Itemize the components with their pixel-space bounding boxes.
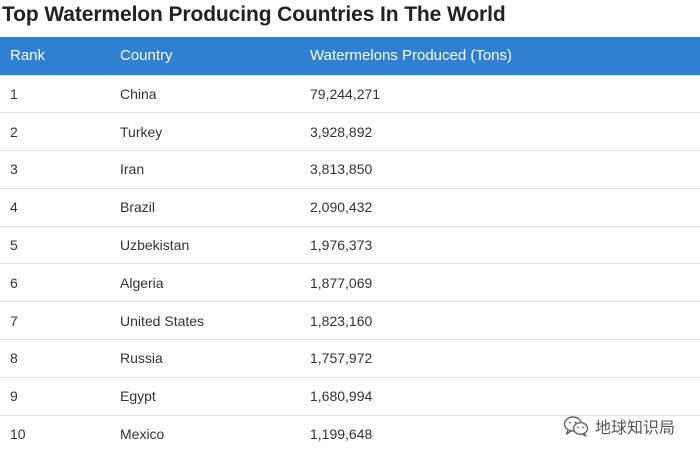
cell-country: Iran bbox=[120, 161, 145, 178]
cell-rank: 7 bbox=[10, 312, 18, 329]
cell-rank: 2 bbox=[10, 123, 18, 140]
header-production: Watermelons Produced (Tons) bbox=[310, 47, 513, 65]
cell-production: 1,680,994 bbox=[310, 388, 373, 405]
cell-production: 1,976,373 bbox=[310, 237, 373, 254]
cell-country: Russia bbox=[120, 350, 163, 367]
cell-country: Algeria bbox=[120, 274, 164, 291]
table-row: 5 Uzbekistan 1,976,373 bbox=[0, 226, 700, 264]
table-header: Rank Country Watermelons Produced (Tons) bbox=[0, 37, 700, 75]
cell-rank: 6 bbox=[10, 274, 18, 291]
cell-rank: 1 bbox=[10, 85, 18, 102]
cell-production: 1,199,648 bbox=[310, 426, 373, 443]
table-row: 1 China 79,244,271 bbox=[0, 75, 700, 113]
table-row: 2 Turkey 3,928,892 bbox=[0, 112, 700, 151]
table-row: 10 Mexico 1,199,648 bbox=[0, 415, 700, 453]
header-rank: Rank bbox=[10, 47, 46, 65]
cell-production: 2,090,432 bbox=[310, 199, 373, 216]
cell-country: Egypt bbox=[120, 388, 156, 405]
cell-rank: 8 bbox=[10, 350, 18, 367]
cell-country: Brazil bbox=[120, 199, 156, 216]
cell-rank: 4 bbox=[10, 199, 18, 216]
table-row: 9 Egypt 1,680,994 bbox=[0, 377, 700, 415]
table-row: 8 Russia 1,757,972 bbox=[0, 339, 700, 378]
wechat-icon bbox=[563, 415, 589, 437]
cell-rank: 3 bbox=[10, 161, 18, 178]
cell-rank: 9 bbox=[10, 388, 18, 405]
table-row: 3 Iran 3,813,850 bbox=[0, 150, 700, 189]
watermark-text: 地球知识局 bbox=[595, 420, 676, 437]
watermark: 地球知识局 bbox=[563, 414, 675, 438]
header-country: Country bbox=[120, 47, 173, 65]
cell-production: 3,928,892 bbox=[310, 123, 373, 140]
table-body: 1 China 79,244,271 2 Turkey 3,928,892 3 … bbox=[0, 75, 700, 453]
cell-country: Turkey bbox=[120, 123, 163, 140]
cell-country: United States bbox=[120, 312, 205, 329]
data-table: Rank Country Watermelons Produced (Tons)… bbox=[0, 37, 700, 453]
cell-production: 3,813,850 bbox=[310, 161, 373, 178]
cell-production: 1,757,972 bbox=[310, 350, 373, 367]
table-row: 6 Algeria 1,877,069 bbox=[0, 263, 700, 302]
cell-country: China bbox=[120, 85, 157, 102]
cell-country: Mexico bbox=[120, 426, 165, 443]
cell-country: Uzbekistan bbox=[120, 237, 190, 254]
table-row: 4 Brazil 2,090,432 bbox=[0, 188, 700, 226]
header-row: Rank Country Watermelons Produced (Tons) bbox=[0, 37, 700, 75]
cell-production: 79,244,271 bbox=[310, 85, 381, 102]
table-row: 7 United States 1,823,160 bbox=[0, 301, 700, 340]
cell-rank: 10 bbox=[10, 426, 26, 443]
page-title: Top Watermelon Producing Countries In Th… bbox=[2, 3, 506, 26]
cell-rank: 5 bbox=[10, 237, 18, 254]
cell-production: 1,823,160 bbox=[310, 312, 373, 329]
cell-production: 1,877,069 bbox=[310, 274, 373, 291]
